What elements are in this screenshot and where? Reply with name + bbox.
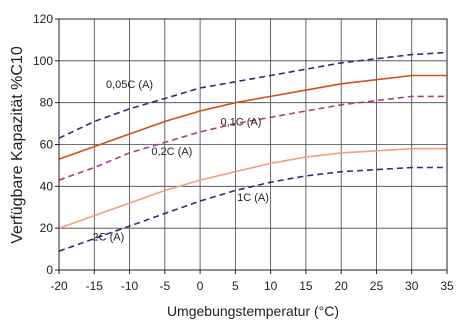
annotation-label: 2C (A) xyxy=(92,232,124,244)
series-line-3 xyxy=(58,95,447,181)
x-tick-label: -15 xyxy=(86,279,104,293)
x-tick-label: 0 xyxy=(197,279,204,293)
plot-frame xyxy=(58,18,448,271)
x-tick-label: 35 xyxy=(440,279,454,293)
y-tick-label: 100 xyxy=(33,54,53,68)
x-tick-label: 25 xyxy=(370,279,384,293)
x-tick-label: 20 xyxy=(335,279,349,293)
y-tick-label: 60 xyxy=(40,138,54,152)
series-line-4 xyxy=(58,147,447,229)
x-tick-label: -5 xyxy=(159,279,170,293)
x-tick-label: -20 xyxy=(50,279,68,293)
annotation-label: 1C (A) xyxy=(237,192,269,204)
x-tick-label: 5 xyxy=(232,279,239,293)
x-tick-label: 10 xyxy=(264,279,278,293)
y-axis-title: Verfügbare Kapazität %C10 xyxy=(9,46,26,244)
x-tick-label: 30 xyxy=(405,279,419,293)
y-tick-label: 0 xyxy=(46,263,53,277)
x-tick-label: -10 xyxy=(121,279,139,293)
y-tick-label: 80 xyxy=(40,96,54,110)
series-line-2 xyxy=(58,74,447,160)
y-tick-label: 120 xyxy=(33,12,53,26)
y-tick-label: 40 xyxy=(40,179,54,193)
annotation-label: 0,1C (A) xyxy=(221,117,262,129)
annotation-label: 0,2C (A) xyxy=(151,146,192,158)
x-axis-title: Umgebungstemperatur (°C) xyxy=(167,303,339,319)
annotation-label: 0,05C (A) xyxy=(106,79,153,91)
series-lines xyxy=(58,51,448,252)
series-line-1 xyxy=(58,51,448,139)
series-line-5 xyxy=(58,166,447,252)
grid xyxy=(55,18,448,274)
x-tick-label: 15 xyxy=(299,279,313,293)
tick-labels: -20 -15 -10 -5 0 5 10 15 20 25 30 35 0 20 40 60 80 100 120 xyxy=(33,12,454,293)
y-tick-label: 20 xyxy=(40,221,54,235)
series-annotations: 0,05C (A) 0,1C (A) 0,2C (A) 1C (A) 2C (A) xyxy=(92,79,268,244)
